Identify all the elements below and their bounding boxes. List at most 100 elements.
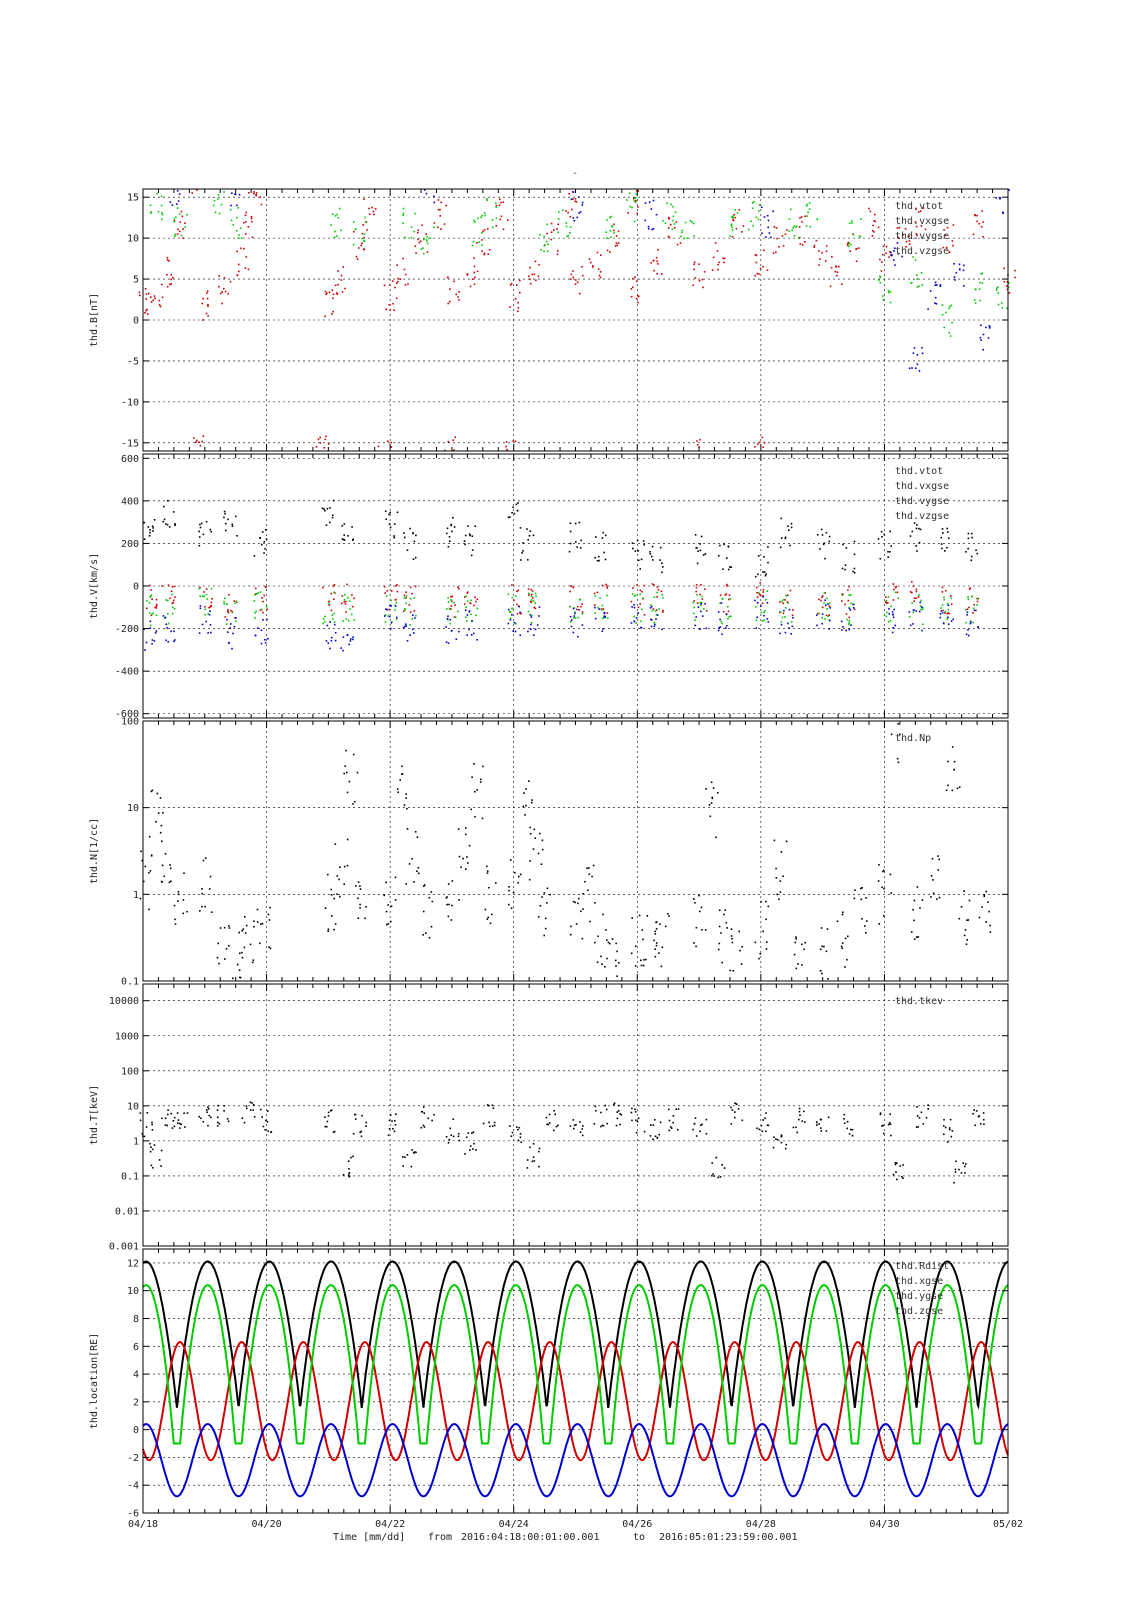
data-point bbox=[751, 202, 754, 204]
data-point bbox=[1008, 292, 1011, 294]
data-point bbox=[184, 226, 186, 228]
data-point bbox=[327, 443, 330, 445]
data-point bbox=[824, 557, 826, 560]
data-point bbox=[171, 612, 174, 615]
data-point bbox=[850, 624, 852, 626]
data-point bbox=[820, 1127, 822, 1129]
data-point bbox=[173, 218, 176, 220]
data-point bbox=[161, 283, 163, 286]
data-point bbox=[457, 1132, 460, 1135]
data-point bbox=[223, 277, 226, 279]
data-point bbox=[699, 1124, 702, 1126]
data-point bbox=[962, 269, 965, 272]
data-point bbox=[825, 1130, 828, 1132]
data-point bbox=[259, 537, 261, 540]
data-point bbox=[601, 609, 604, 611]
data-point bbox=[617, 1110, 620, 1112]
data-point bbox=[759, 594, 762, 597]
data-point bbox=[534, 592, 537, 595]
data-point bbox=[210, 631, 212, 634]
data-point bbox=[650, 1124, 652, 1126]
data-point bbox=[164, 853, 167, 855]
data-point bbox=[426, 240, 428, 242]
data-point bbox=[155, 614, 158, 616]
data-point bbox=[522, 805, 525, 808]
data-point bbox=[603, 551, 605, 554]
data-point bbox=[1014, 276, 1016, 279]
data-point bbox=[544, 917, 547, 920]
y-tick-label: 12 bbox=[127, 1258, 139, 1269]
data-point bbox=[253, 925, 255, 928]
data-point bbox=[587, 889, 589, 891]
data-point bbox=[557, 218, 560, 220]
data-point bbox=[696, 602, 699, 604]
x-ticks bbox=[142, 189, 1009, 451]
data-point bbox=[315, 446, 318, 448]
data-point bbox=[171, 606, 174, 609]
data-point bbox=[753, 201, 755, 203]
data-point bbox=[630, 295, 633, 298]
data-point bbox=[498, 204, 501, 206]
data-point bbox=[872, 224, 874, 227]
data-point bbox=[143, 628, 145, 631]
data-point bbox=[638, 914, 641, 917]
data-point bbox=[877, 538, 880, 540]
data-point bbox=[803, 948, 805, 951]
data-point bbox=[265, 1119, 267, 1122]
data-point bbox=[693, 898, 695, 900]
data-point bbox=[637, 612, 639, 614]
data-point bbox=[486, 872, 489, 874]
data-point bbox=[467, 525, 469, 527]
data-point bbox=[448, 300, 451, 303]
data-point bbox=[633, 603, 635, 606]
data-point bbox=[941, 528, 944, 530]
legend-entry: thd.vxgse bbox=[895, 216, 949, 227]
data-point bbox=[530, 595, 533, 598]
data-point bbox=[891, 254, 893, 257]
data-point bbox=[212, 204, 215, 207]
data-point bbox=[943, 326, 945, 329]
data-point bbox=[741, 1119, 744, 1122]
data-point bbox=[176, 233, 179, 235]
data-point bbox=[920, 272, 923, 274]
data-point bbox=[953, 768, 955, 771]
data-point bbox=[139, 897, 142, 900]
data-point bbox=[198, 536, 201, 538]
data-point bbox=[347, 1174, 350, 1176]
data-point bbox=[602, 531, 605, 534]
data-point bbox=[161, 1117, 163, 1120]
data-point bbox=[703, 271, 706, 273]
data-point bbox=[701, 278, 704, 281]
data-point bbox=[922, 207, 925, 209]
data-point bbox=[446, 617, 449, 620]
data-point bbox=[348, 1168, 350, 1170]
data-point bbox=[209, 610, 211, 612]
data-point bbox=[944, 550, 946, 552]
data-point bbox=[216, 1109, 219, 1111]
data-point bbox=[356, 258, 359, 260]
data-point bbox=[407, 283, 409, 285]
data-point bbox=[644, 202, 647, 204]
data-point bbox=[780, 517, 783, 520]
data-point bbox=[421, 224, 423, 226]
data-point bbox=[476, 639, 478, 641]
data-point bbox=[791, 614, 794, 616]
data-point bbox=[207, 1108, 210, 1110]
data-point bbox=[606, 939, 608, 941]
data-point bbox=[447, 1142, 450, 1144]
data-point bbox=[958, 1168, 960, 1171]
data-point bbox=[631, 1107, 633, 1110]
data-point bbox=[836, 274, 838, 277]
data-point bbox=[820, 927, 823, 929]
data-point bbox=[805, 205, 808, 207]
data-point bbox=[150, 301, 153, 303]
data-point bbox=[885, 615, 888, 618]
data-point bbox=[792, 609, 794, 611]
data-point bbox=[330, 894, 333, 896]
data-point bbox=[649, 553, 652, 555]
data-point bbox=[151, 1123, 153, 1126]
data-point bbox=[668, 216, 670, 219]
data-point bbox=[447, 440, 450, 443]
data-point bbox=[383, 894, 385, 897]
